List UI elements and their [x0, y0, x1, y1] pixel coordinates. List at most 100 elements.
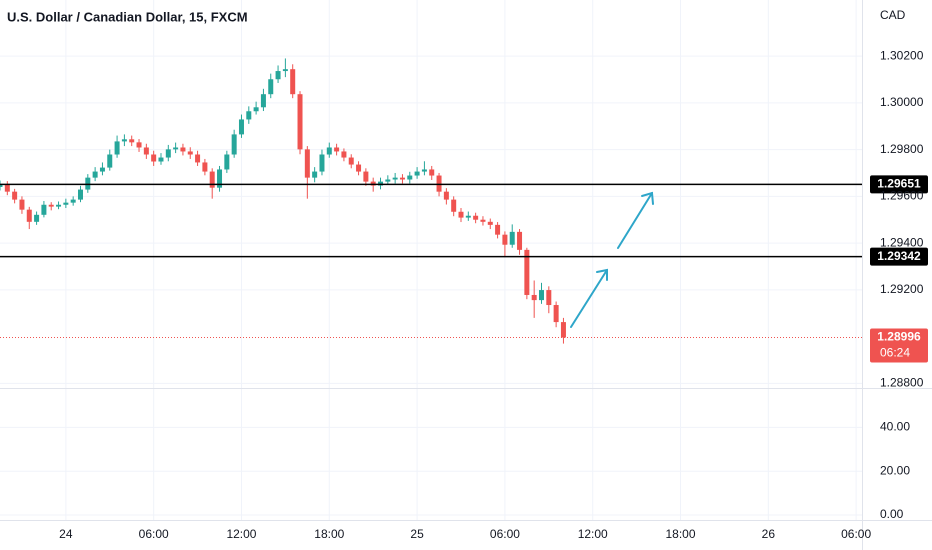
candle-body [312, 171, 318, 178]
candle-body [143, 147, 149, 155]
candle-body [275, 71, 281, 80]
candle-body [560, 322, 566, 338]
candle-body [92, 171, 98, 178]
candle-body [531, 294, 537, 301]
y-tick-label: 1.30200 [880, 48, 924, 62]
level-tag-label: 1.29342 [877, 249, 921, 263]
candle-body [538, 290, 544, 301]
candle-body [121, 139, 127, 142]
candle-body [473, 215, 479, 220]
candle-body [495, 224, 501, 235]
arrow [570, 269, 608, 328]
candle-body [297, 94, 303, 150]
candle-body [348, 157, 354, 165]
candle-body [524, 249, 530, 295]
candle-body [48, 204, 54, 207]
candle-body [334, 147, 340, 152]
candle-body [224, 154, 230, 170]
candle-body [136, 142, 142, 148]
candle-body [180, 147, 186, 152]
candle-body [290, 69, 296, 95]
y-tick-label: 1.29600 [880, 189, 924, 203]
x-tick-label: 24 [59, 527, 73, 541]
candle-body [319, 154, 325, 172]
y-tick-label: 1.28800 [880, 375, 924, 389]
candle-body [77, 189, 83, 200]
candle-body [392, 177, 398, 180]
candle-body [26, 209, 32, 222]
candle-body [151, 154, 157, 162]
candle-body [34, 214, 40, 222]
candle-body [56, 204, 62, 207]
x-tick-label: 18:00 [666, 527, 696, 541]
candle-body [304, 149, 310, 178]
candle-body [509, 231, 515, 245]
countdown-label: 06:24 [880, 346, 910, 360]
candle-body [451, 199, 457, 212]
candle-body [399, 177, 405, 180]
indicator-tick-label: 40.00 [880, 420, 910, 434]
candle-body [385, 179, 391, 182]
arrow-head [641, 191, 654, 205]
candle-body [282, 69, 288, 72]
candles [0, 58, 862, 344]
candle-body [12, 191, 18, 200]
candle-body [487, 221, 493, 225]
last-price-tag [870, 328, 928, 363]
arrow-head [596, 268, 608, 281]
candle-body [165, 149, 171, 158]
y-tick-label: 1.30000 [880, 95, 924, 109]
candle-body [517, 231, 523, 250]
x-tick-label: 12:00 [226, 527, 256, 541]
candle-body [114, 141, 120, 155]
candle-body [209, 171, 215, 188]
candle-body [546, 290, 552, 306]
price-tags: 1.29651 1.29342 1.28996 06:24 [870, 175, 928, 363]
candle-body [19, 199, 25, 210]
candle-body [0, 184, 3, 187]
x-tick-label: 12:00 [578, 527, 608, 541]
indicator-tick-label: 0.00 [880, 507, 904, 521]
candle-body [238, 119, 244, 135]
candle-body [4, 184, 10, 192]
candle-body [202, 162, 208, 172]
candle-body [85, 177, 91, 190]
candle-body [268, 79, 274, 95]
candle-body [253, 107, 259, 112]
candle-body [326, 147, 332, 155]
y-tick-label: 1.29400 [880, 235, 924, 249]
candle-body [553, 305, 559, 323]
candle-body [458, 211, 464, 218]
candle-body [378, 181, 384, 186]
candle-body [63, 202, 69, 205]
candle-body [465, 215, 471, 218]
y-tick-label: 1.29200 [880, 282, 924, 296]
candle-body [260, 94, 266, 108]
indicator-tick-label: 20.00 [880, 463, 910, 477]
candle-body [231, 134, 237, 155]
candle-body [41, 204, 47, 215]
candle-body [356, 164, 362, 172]
candle-body [187, 151, 193, 155]
candle-body [70, 199, 76, 203]
candle-body [407, 175, 413, 180]
level-tag [870, 175, 928, 194]
x-tick-label: 25 [410, 527, 424, 541]
arrow [617, 192, 653, 249]
x-tick-label: 06:00 [139, 527, 169, 541]
candle-body [480, 219, 486, 222]
drawing-arrows [570, 191, 654, 328]
candle-body [436, 175, 442, 192]
level-tag-label: 1.29651 [877, 177, 921, 191]
candle-body [341, 151, 347, 158]
candle-body [429, 169, 435, 176]
candle-body [158, 157, 164, 162]
candle-body [246, 111, 252, 120]
candle-body [363, 171, 369, 182]
y-tick-label: 1.29800 [880, 142, 924, 156]
currency-label: CAD [880, 8, 906, 22]
x-tick-label: 06:00 [841, 527, 871, 541]
candle-body [502, 234, 508, 245]
